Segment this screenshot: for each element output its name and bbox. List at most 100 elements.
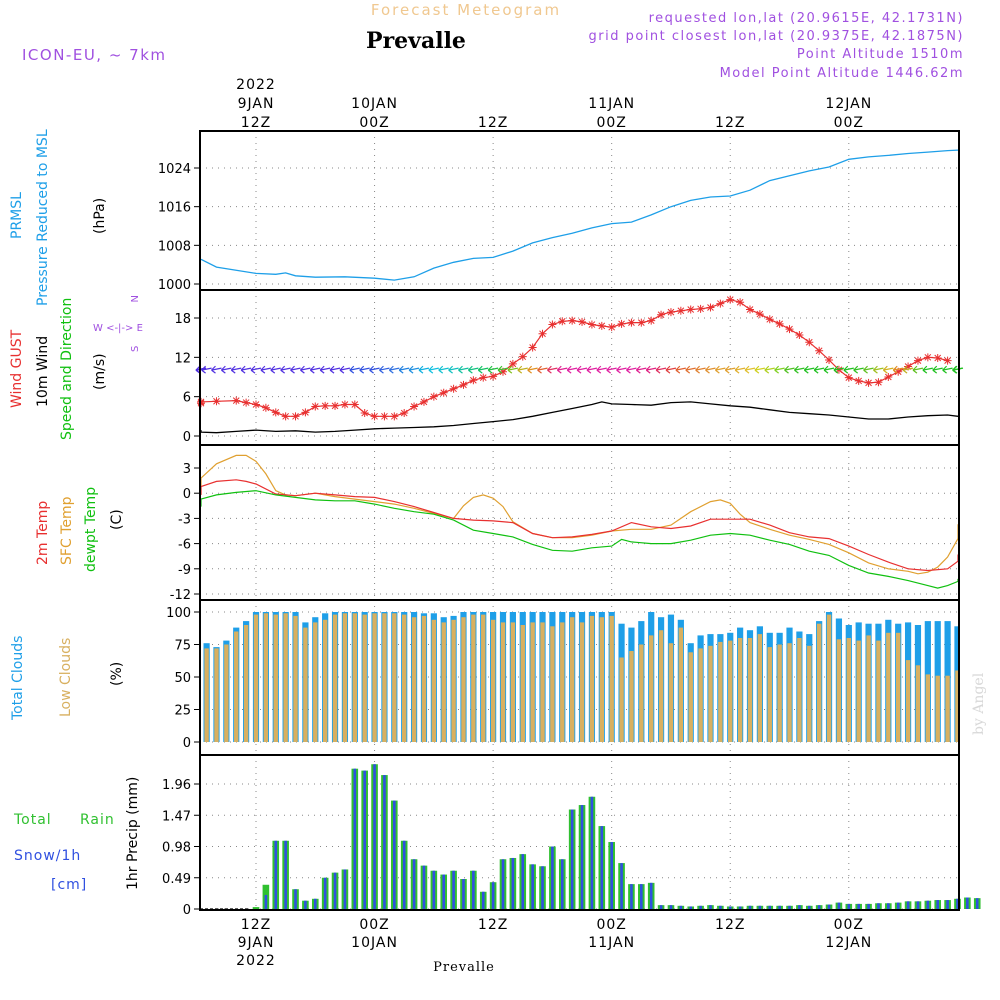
wind-ytick-label: 18	[174, 312, 191, 327]
wind-direction-arrow	[566, 365, 578, 374]
snow-bar	[610, 842, 613, 909]
wind-label-gust: Wind GUST	[9, 329, 25, 408]
wind-panel	[195, 295, 964, 434]
low-cloud-bar	[214, 648, 219, 742]
low-cloud-bar	[421, 615, 427, 742]
low-cloud-bar	[688, 652, 693, 742]
bottom-time-label: 00Z	[596, 917, 626, 933]
wind-direction-arrow	[448, 365, 459, 374]
wind-direction-arrow	[309, 365, 321, 374]
low-cloud-bar	[283, 613, 288, 742]
snow-bar	[412, 859, 416, 909]
top-time-label: 12Z	[715, 115, 745, 131]
wind-direction-arrow	[932, 365, 943, 374]
wind-direction-arrow	[379, 365, 390, 374]
top-time-label: 00Z	[359, 115, 389, 131]
snow-bar	[452, 870, 455, 909]
wind-gust-marker	[716, 299, 725, 308]
snow-bar	[669, 905, 673, 909]
wind-gust-marker	[834, 365, 843, 374]
wind-direction-arrow	[517, 365, 528, 374]
snow-bar	[956, 898, 959, 909]
pressure-label-prmsl: PRMSL	[9, 192, 25, 239]
wind-gust-marker	[528, 343, 537, 352]
snow-bar	[896, 902, 900, 909]
snow-bar	[432, 870, 436, 909]
snow-bar	[867, 903, 870, 909]
snow-bar	[649, 882, 653, 909]
snow-bar	[758, 905, 762, 909]
wind-gust-marker	[765, 315, 774, 324]
wind-speed-line	[200, 401, 959, 434]
snow-bar	[511, 857, 515, 909]
wind-direction-arrow	[645, 365, 657, 374]
point-altitude: Point Altitude 1510m	[797, 47, 964, 62]
wind-gust-marker	[607, 323, 616, 332]
low-cloud-bar	[787, 643, 792, 742]
wind-direction-arrow	[408, 365, 420, 374]
wind-direction-arrow	[418, 365, 430, 374]
wind-direction-arrow	[438, 365, 449, 374]
snow-bar	[373, 764, 376, 909]
low-cloud-bar	[876, 640, 881, 742]
wind-gust-marker	[785, 325, 794, 334]
wind-direction-arrow	[240, 365, 252, 374]
low-cloud-bar	[411, 617, 417, 742]
low-cloud-bar	[886, 632, 891, 742]
snow-bar	[363, 770, 366, 909]
snow-bar	[402, 840, 406, 909]
pressure-frame	[199, 130, 960, 291]
axes-layer: 1000100810161024061218-12-9-6-3030255075…	[158, 77, 872, 969]
wind-direction-arrow	[655, 365, 667, 374]
snow-bar	[946, 900, 949, 909]
top-time-label: 12JAN	[825, 96, 872, 112]
low-cloud-bar	[609, 615, 614, 742]
wind-direction-arrow	[922, 365, 933, 374]
snow-bar	[857, 903, 860, 909]
temp-label-sfc: SFC Temp	[59, 496, 75, 565]
low-cloud-bar	[352, 613, 357, 742]
low-cloud-bar	[747, 638, 753, 742]
snow-bar	[847, 903, 851, 909]
model-label: ICON-EU, ~ 7km	[22, 46, 167, 64]
low-cloud-bar	[342, 613, 348, 742]
wind-gust-marker	[874, 378, 883, 387]
wind-gust-marker	[775, 319, 784, 328]
wind-direction-arrow	[695, 365, 706, 374]
snow-bar	[699, 905, 702, 909]
snow-bar	[728, 906, 732, 909]
wind-gust-marker	[844, 373, 853, 382]
precip-frame	[199, 754, 960, 911]
snow-bar	[264, 894, 268, 909]
wind-direction-arrow	[260, 365, 271, 374]
wind-direction-arrow	[882, 365, 894, 374]
snow-bar	[600, 826, 604, 909]
snow-bar	[560, 859, 564, 909]
snow-bar	[313, 898, 317, 909]
wind-gust-marker	[400, 409, 409, 418]
wind-direction-arrow	[211, 365, 222, 374]
wind-direction-arrow	[863, 365, 874, 374]
wind-gust-marker	[469, 376, 478, 385]
snow-bar	[551, 846, 554, 909]
precip-ytick-label: 0	[183, 903, 191, 918]
wind-direction-arrow	[803, 365, 815, 374]
bottom-time-label: 00Z	[834, 917, 864, 933]
snow-bar	[640, 884, 643, 909]
wind-gust-marker	[370, 412, 379, 421]
precip-label-total: Total	[13, 812, 52, 828]
wind-gust-marker	[410, 402, 419, 411]
snow-bar	[422, 865, 426, 909]
wind-gust-marker	[894, 367, 903, 376]
wind-gust-marker	[913, 356, 922, 365]
top-time-label: 00Z	[596, 115, 626, 131]
clouds-ytick-label: 25	[174, 704, 191, 719]
temp-ytick-label: -6	[178, 538, 191, 553]
low-cloud-bar	[718, 641, 723, 742]
wind-gust-marker	[647, 316, 656, 325]
low-cloud-bar	[698, 648, 703, 742]
snow-bar	[778, 905, 781, 909]
wind-direction-arrow	[734, 365, 746, 374]
wind-gust-marker	[617, 319, 626, 328]
low-cloud-bar	[708, 645, 713, 742]
